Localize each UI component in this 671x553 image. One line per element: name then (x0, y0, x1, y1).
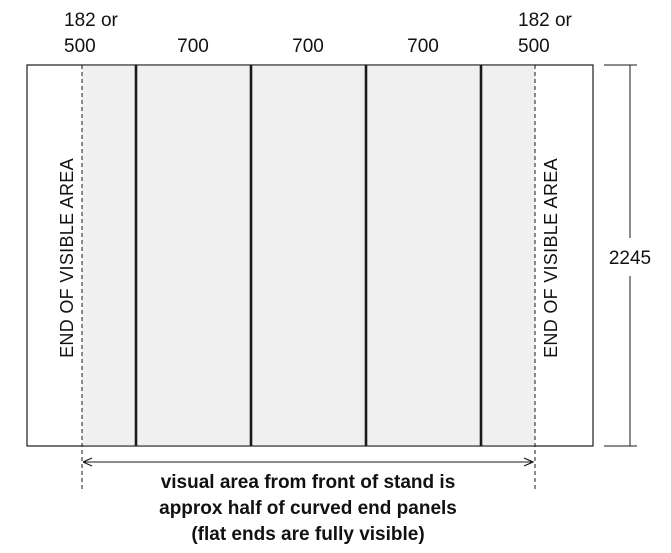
right-end-width-label-line1: 182 or (518, 10, 573, 31)
visible-area-fill (82, 65, 535, 446)
left-end-width-label-line2: 500 (64, 36, 96, 57)
right-end-visible-area-label: END OF VISIBLE AREA (541, 158, 561, 358)
caption-line-1: visual area from front of stand is (161, 472, 456, 493)
right-end-width-label-line2: 500 (518, 36, 550, 57)
panel-1-width-label: 700 (177, 36, 209, 57)
height-label: 2245 (609, 248, 651, 269)
caption-line-2: approx half of curved end panels (159, 498, 457, 519)
panel-2-width-label: 700 (292, 36, 324, 57)
left-end-width-label-line1: 182 or (64, 10, 119, 31)
left-end-visible-area-label: END OF VISIBLE AREA (57, 158, 77, 358)
caption-line-3: (flat ends are fully visible) (191, 524, 424, 545)
panel-3-width-label: 700 (407, 36, 439, 57)
